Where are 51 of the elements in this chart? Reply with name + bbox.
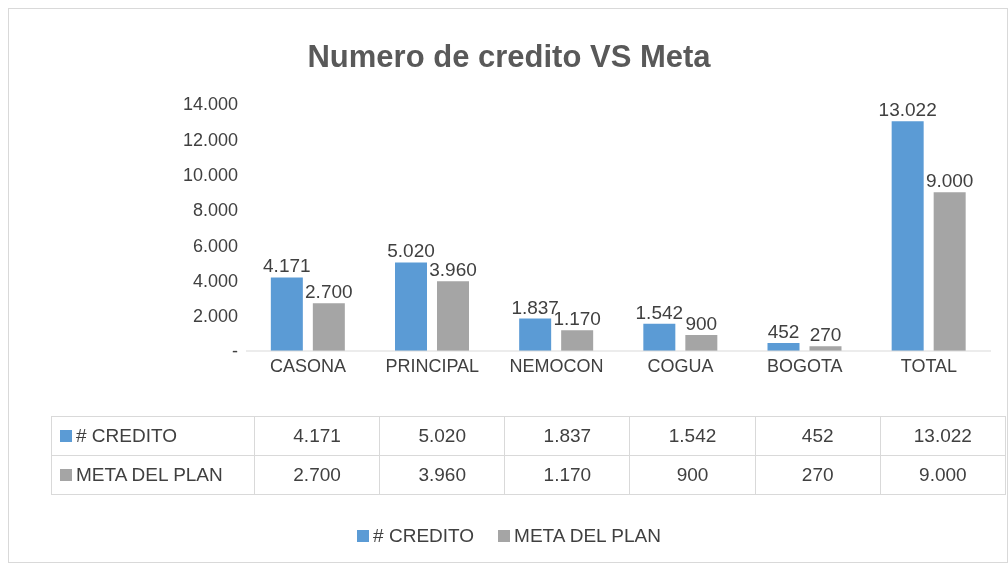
y-tick-label: 8.000: [192, 200, 238, 221]
bar: [395, 262, 427, 351]
data-label: 452: [755, 416, 881, 456]
data-label: 2.700: [254, 455, 380, 495]
bar: [643, 323, 676, 351]
x-tick-label: TOTAL: [900, 355, 958, 376]
x-tick-label: PRINCIPAL: [385, 355, 480, 376]
text: 452: [767, 321, 800, 343]
legend-label: META DEL PLAN: [51, 455, 255, 495]
y-tick-label: 4.000: [192, 270, 238, 291]
data-label: 1.170: [504, 455, 630, 495]
bar: [519, 318, 552, 351]
text: 2.700: [305, 281, 353, 303]
y-tick-label: 2.000: [192, 306, 238, 327]
data-label: 4.171: [254, 416, 380, 456]
data-label: 3.960: [379, 455, 505, 495]
data-label: 270: [755, 455, 881, 495]
text: 3.960: [429, 259, 477, 281]
text: # CREDITO: [373, 525, 475, 546]
x-tick-label: NEMOCON: [509, 355, 604, 376]
x-tick-label: COGUA: [647, 355, 714, 376]
bar: [891, 121, 924, 351]
text: 4.171: [263, 255, 311, 277]
text: 270: [809, 324, 842, 346]
bar: [312, 303, 345, 351]
y-tick-label: 6.000: [192, 235, 238, 256]
x-tick-label: BOGOTA: [766, 355, 843, 376]
y-tick-label: -: [232, 341, 238, 362]
bar: [437, 281, 469, 351]
text: META DEL PLAN: [514, 525, 661, 546]
text: 900: [685, 313, 718, 335]
y-tick-label: 12.000: [182, 129, 238, 150]
data-label: 900: [629, 455, 756, 495]
data-label: 13.022: [880, 416, 1006, 456]
text: 9.000: [925, 170, 974, 192]
data-label: 5.020: [379, 416, 505, 456]
bar: [685, 335, 718, 351]
text: 5.020: [387, 240, 435, 262]
data-label: 9.000: [880, 455, 1006, 495]
data-label: 1.542: [629, 416, 756, 456]
text: 1.542: [635, 301, 684, 323]
legend-label: # CREDITO: [51, 416, 255, 456]
bar: [933, 192, 966, 351]
bar: [270, 277, 303, 351]
bar: [561, 330, 594, 351]
y-tick-label: 10.000: [182, 164, 238, 185]
x-tick-label: CASONA: [270, 355, 347, 376]
y-tick-label: 14.000: [182, 94, 238, 115]
text: 13.022: [878, 99, 937, 121]
chart-title: Numero de credito VS Meta: [306, 39, 712, 75]
data-label: 1.837: [504, 416, 630, 456]
